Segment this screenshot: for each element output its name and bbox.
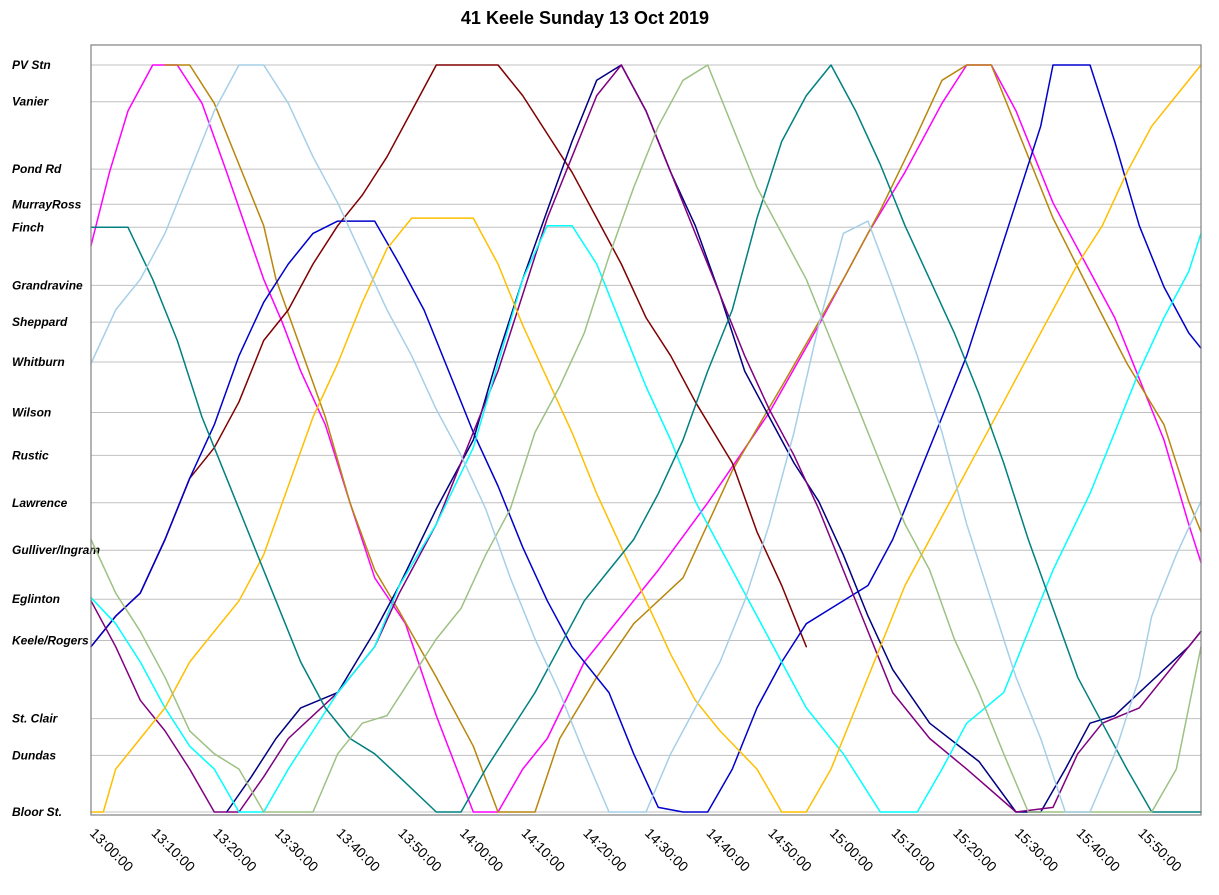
x-tick-label: 15:10:00: [889, 825, 939, 875]
x-tick-labels: 13:00:00 13:10:00 13:20:00 13:30:00 13:40:00…: [87, 825, 1185, 875]
grid-lines: [91, 64, 1201, 813]
trip-line-8: [90, 64, 1202, 813]
x-tick-label: 15:50:00: [1135, 825, 1185, 875]
stop-label: Wilson: [12, 405, 51, 419]
trip-line-2: [90, 64, 808, 648]
x-tick-label: 15:20:00: [950, 825, 1000, 875]
x-tick-label: 13:50:00: [395, 825, 445, 875]
stop-label: Eglinton: [12, 592, 60, 606]
trip-line-6: [90, 224, 1202, 813]
stop-label: Vanier: [12, 95, 50, 109]
x-tick-label: 13:00:00: [87, 825, 137, 875]
x-tick-label: 13:10:00: [149, 825, 199, 875]
stop-label: Sheppard: [12, 315, 68, 329]
stop-labels: PV Stn Vanier Pond Rd MurrayRoss Finch Grandr…: [12, 58, 100, 819]
x-tick-label: 14:30:00: [642, 825, 692, 875]
x-tick-label: 14:20:00: [580, 825, 630, 875]
trip-line-0: [90, 64, 1202, 813]
stop-label: Grandravine: [12, 278, 83, 292]
plot-area-frame: [90, 44, 1202, 816]
chart-title: 41 Keele Sunday 13 Oct 2019: [461, 8, 709, 28]
stop-label: Finch: [12, 220, 44, 234]
stop-label: Bloor St.: [12, 805, 62, 819]
x-tick-label: 14:40:00: [704, 825, 754, 875]
x-tick-label: 15:00:00: [827, 825, 877, 875]
trip-line-3: [90, 64, 1202, 813]
stop-label: Rustic: [12, 448, 49, 462]
stop-label: Whitburn: [12, 355, 65, 369]
x-tick-label: 13:30:00: [272, 825, 322, 875]
stop-label: Gulliver/Ingram: [12, 543, 100, 557]
x-tick-label: 13:20:00: [210, 825, 260, 875]
stop-label: MurrayRoss: [12, 197, 82, 211]
trip-line-1: [164, 64, 1202, 813]
stop-label: St. Clair: [12, 712, 59, 726]
x-tick-label: 15:30:00: [1012, 825, 1062, 875]
x-tick-label: 14:00:00: [457, 825, 507, 875]
trip-line-7: [90, 64, 1202, 813]
stop-label: PV Stn: [12, 58, 51, 72]
stop-label: Lawrence: [12, 496, 68, 510]
trip-line-9: [90, 64, 1202, 813]
x-tick-label: 13:40:00: [334, 825, 384, 875]
trip-lines: [90, 64, 1202, 813]
x-tick-label: 15:40:00: [1074, 825, 1124, 875]
trip-line-4: [225, 64, 1202, 813]
x-tick-label: 14:10:00: [519, 825, 569, 875]
stop-label: Pond Rd: [12, 162, 62, 176]
stop-label: Dundas: [12, 748, 56, 762]
x-tick-label: 14:50:00: [765, 825, 815, 875]
trip-line-10: [90, 64, 1202, 813]
trip-line-5: [90, 64, 1202, 813]
stop-label: Keele/Rogers: [12, 634, 89, 648]
